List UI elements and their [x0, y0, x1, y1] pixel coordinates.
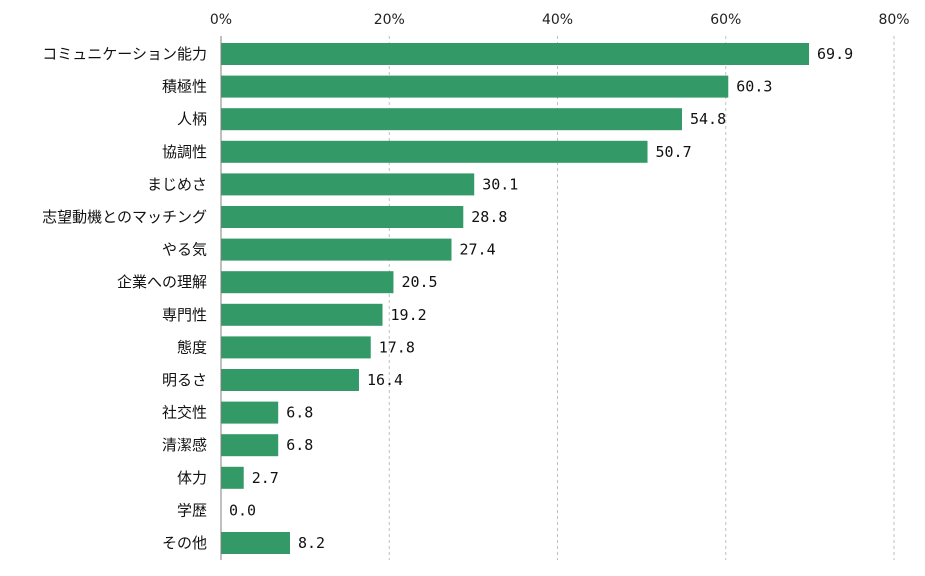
x-tick-label: 20% [374, 12, 405, 28]
category-label: やる気 [162, 241, 207, 259]
data-label: 6.8 [286, 436, 313, 454]
data-label: 60.3 [736, 78, 772, 96]
category-label: 社交性 [162, 404, 207, 422]
bar [221, 401, 279, 424]
bar [221, 75, 729, 98]
bar [221, 173, 475, 196]
category-label: 協調性 [162, 143, 207, 161]
bar [221, 303, 383, 326]
data-label: 54.8 [690, 110, 726, 128]
data-label: 17.8 [379, 338, 415, 356]
category-labels: コミュニケーション能力積極性人柄協調性まじめさ志望動機とのマッチングやる気企業へ… [42, 45, 207, 552]
bar [221, 336, 371, 359]
category-label: 人柄 [177, 110, 207, 128]
bar [221, 140, 648, 163]
category-label: 学歴 [177, 501, 207, 519]
bars [221, 43, 810, 554]
x-tick-label: 80% [878, 12, 909, 28]
category-label: 企業への理解 [117, 273, 207, 291]
category-label: 明るさ [162, 371, 207, 389]
bar [221, 434, 279, 457]
data-label: 2.7 [252, 469, 279, 487]
x-axis-ticks: 0% 20% 40% 60% 80% [210, 12, 910, 28]
bar [221, 369, 359, 391]
data-label: 28.8 [471, 208, 507, 226]
data-label: 50.7 [656, 143, 692, 161]
data-label: 69.9 [817, 45, 853, 63]
category-label: その他 [162, 534, 207, 552]
category-label: 積極性 [162, 78, 207, 96]
bar [221, 43, 810, 65]
bar [221, 206, 464, 228]
category-label: 志望動機とのマッチング [42, 208, 207, 226]
x-tick-label: 60% [710, 12, 741, 28]
data-label: 16.4 [367, 371, 403, 389]
data-label: 0.0 [229, 501, 256, 519]
category-label: 体力 [177, 469, 207, 487]
bar [221, 466, 244, 489]
bar [221, 271, 394, 294]
bar [221, 108, 683, 131]
category-label: 専門性 [162, 306, 207, 324]
data-label: 20.5 [401, 273, 437, 291]
x-tick-label: 40% [542, 12, 573, 28]
bar [221, 532, 290, 554]
category-label: まじめさ [147, 175, 207, 193]
category-label: コミュニケーション能力 [42, 45, 207, 63]
x-tick-label: 0% [210, 12, 232, 28]
data-label: 30.1 [482, 175, 518, 193]
data-label: 19.2 [391, 306, 427, 324]
data-label: 27.4 [460, 241, 496, 259]
category-label: 清潔感 [162, 436, 207, 454]
data-labels: 69.9 60.3 54.8 50.7 30.1 28.8 27.4 20.5 19.2 17.8… [229, 45, 853, 552]
category-label: 態度 [177, 338, 207, 356]
data-label: 6.8 [286, 404, 313, 422]
bar [221, 238, 452, 261]
data-label: 8.2 [298, 534, 325, 552]
